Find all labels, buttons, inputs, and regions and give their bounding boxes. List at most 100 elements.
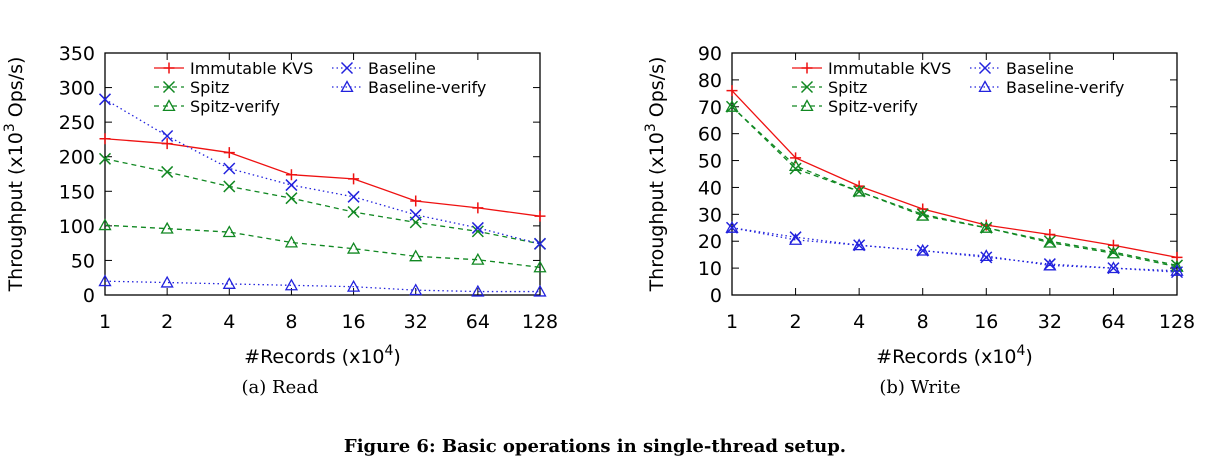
data-point-baseline-verify <box>346 279 361 292</box>
data-point-spitz <box>223 180 236 193</box>
x-tick-label: 8 <box>917 311 929 333</box>
data-point-baseline-verify <box>160 275 174 288</box>
legend-label-baseline-verify: Baseline-verify <box>368 78 486 97</box>
data-point-immutable-kvs <box>223 147 235 159</box>
data-point-baseline-verify <box>979 249 993 262</box>
legend-marker-baseline <box>340 61 354 75</box>
y-axis-label: Throughput (x103 Ops/s) <box>643 57 668 293</box>
figure-caption: Figure 6: Basic operations in single-thr… <box>344 436 846 457</box>
data-point-baseline <box>916 244 929 257</box>
data-point-baseline-verify <box>852 238 866 251</box>
x-tick-label: 2 <box>161 311 173 333</box>
series-spitz-verify <box>725 99 1184 272</box>
y-tick-label: 100 <box>59 216 95 238</box>
data-point-spitz-verify <box>346 241 361 254</box>
subcaption: (a) Read <box>242 377 319 398</box>
data-point-spitz <box>347 205 360 219</box>
data-point-baseline-verify <box>533 284 547 297</box>
series-baseline <box>98 93 547 250</box>
legend-marker-baseline-verify <box>978 80 992 93</box>
data-point-spitz <box>285 192 298 205</box>
data-point-baseline-verify <box>788 233 803 245</box>
data-point-baseline <box>471 221 484 234</box>
x-tick-label: 4 <box>853 311 865 333</box>
x-tick-label: 32 <box>404 311 428 333</box>
series-line-baseline <box>104 98 541 245</box>
data-point-baseline-verify <box>284 278 299 291</box>
x-tick-label: 32 <box>1038 311 1062 333</box>
legend-label-immutable-kvs: Immutable KVS <box>828 59 951 78</box>
y-tick-label: 90 <box>698 43 722 65</box>
data-point-spitz-verify <box>98 218 112 231</box>
data-point-spitz-verify <box>725 99 739 112</box>
x-tick-label: 64 <box>466 311 490 333</box>
y-tick-label: 50 <box>71 250 95 272</box>
y-axis-label: Throughput (x103 Ops/s) <box>2 57 27 293</box>
chart-panel-write: 0 10 20 30 40 50 60 70 80 90 1 2 4 8 16 32 64 128 #Records… <box>643 43 1195 398</box>
y-tick-label: 70 <box>698 97 722 119</box>
chart-panel-read: 0 50 100 150 200 250 300 350 1 2 4 8 16 32 64 128 #Recor… <box>2 43 558 398</box>
data-point-baseline <box>223 162 236 175</box>
legend-marker-immutable-kvs <box>801 62 813 74</box>
data-point-baseline <box>853 239 866 252</box>
data-point-baseline-verify <box>222 277 236 289</box>
data-point-baseline-verify <box>1043 258 1057 271</box>
data-point-spitz-verify <box>979 220 993 233</box>
series-line-immutable-kvs <box>731 90 1178 258</box>
legend-marker-baseline <box>978 61 992 75</box>
data-point-baseline <box>98 93 112 106</box>
legend-label-spitz-verify: Spitz-verify <box>828 97 918 116</box>
legend-label-baseline: Baseline <box>368 59 436 78</box>
legend-label-baseline-verify: Baseline-verify <box>1006 78 1124 97</box>
data-point-baseline <box>347 190 360 203</box>
data-point-spitz-verify <box>409 249 423 262</box>
series-immutable-kvs <box>99 133 546 222</box>
series-line-spitz <box>104 158 541 245</box>
data-point-immutable-kvs <box>534 210 546 222</box>
y-tick-label: 300 <box>59 78 95 100</box>
data-point-immutable-kvs <box>410 195 422 207</box>
data-point-baseline <box>285 179 298 192</box>
series-spitz-verify <box>98 218 547 273</box>
data-point-baseline-verify <box>1170 263 1184 276</box>
y-tick-label: 350 <box>59 43 95 65</box>
x-axis-label: #Records (x104) <box>876 343 1033 368</box>
data-point-baseline <box>409 208 422 221</box>
data-point-spitz-verify <box>160 221 174 234</box>
y-tick-label: 0 <box>83 285 95 307</box>
y-tick-label: 20 <box>698 231 722 253</box>
series-line-spitz <box>731 106 1178 267</box>
data-point-spitz <box>98 152 112 165</box>
data-point-baseline-verify <box>409 283 423 296</box>
x-tick-label: 16 <box>341 311 365 333</box>
series-baseline-verify <box>725 220 1184 276</box>
x-tick-label: 64 <box>1101 311 1125 333</box>
legend-marker-spitz <box>800 80 814 94</box>
data-point-spitz-verify <box>788 159 803 171</box>
legend-marker-baseline-verify <box>340 80 354 93</box>
series-baseline-verify <box>98 274 547 297</box>
data-point-immutable-kvs <box>726 85 738 97</box>
data-point-baseline <box>1107 262 1120 275</box>
data-point-spitz <box>161 165 174 178</box>
data-point-spitz-verify <box>284 235 299 248</box>
y-tick-label: 0 <box>710 285 722 307</box>
data-point-spitz-verify <box>222 225 236 238</box>
data-point-immutable-kvs <box>285 169 297 181</box>
data-point-spitz <box>789 162 802 175</box>
y-tick-label: 150 <box>59 181 95 203</box>
data-point-baseline <box>533 237 547 250</box>
legend-marker-spitz <box>162 80 176 94</box>
series-line-spitz-verify <box>104 224 541 268</box>
x-tick-label: 128 <box>1159 311 1195 333</box>
series-line-immutable-kvs <box>104 138 541 217</box>
plot-frame <box>104 52 541 296</box>
x-tick-label: 8 <box>285 311 297 333</box>
x-tick-label: 1 <box>99 311 111 333</box>
series-line-spitz-verify <box>731 106 1178 268</box>
x-tick-label: 1 <box>726 311 738 333</box>
legend-marker-immutable-kvs <box>163 62 175 74</box>
y-tick-label: 40 <box>698 177 722 199</box>
